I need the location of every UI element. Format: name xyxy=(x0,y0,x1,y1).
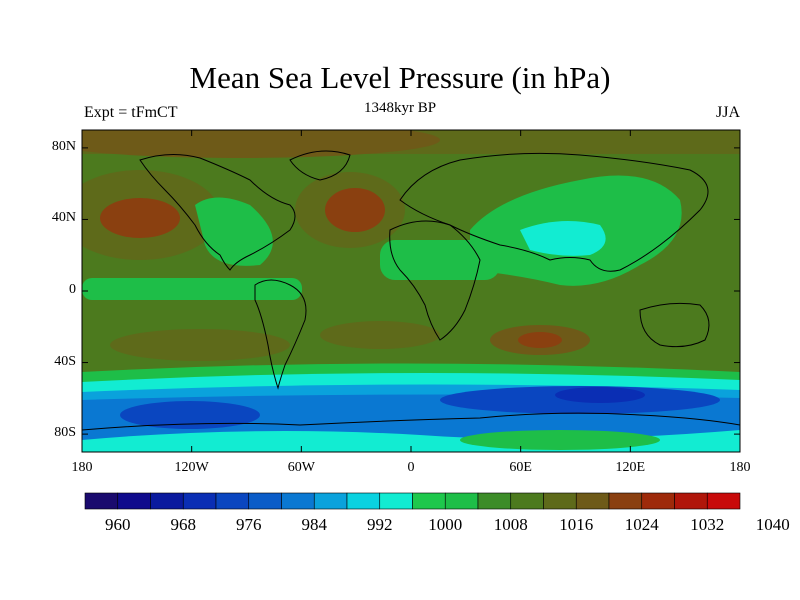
lon-tick-label: 60E xyxy=(509,460,532,475)
field-npac-high xyxy=(100,198,180,238)
lon-tick-label: 120W xyxy=(174,460,209,475)
colorbar-swatch xyxy=(84,492,119,510)
colorbar-swatch xyxy=(182,492,217,510)
colorbar-swatch xyxy=(608,492,643,510)
eurasia-coast xyxy=(399,152,709,272)
lon-tick-label: 120E xyxy=(615,460,646,475)
colorbar-label: 984 xyxy=(301,515,328,534)
lat-tick-label: 80S xyxy=(54,425,76,441)
lat-tick-label: 40S xyxy=(54,353,76,369)
colorbar-label: 1040 xyxy=(755,515,790,534)
colorbar-swatch xyxy=(379,492,413,510)
africa-coast xyxy=(389,220,481,341)
field-natl-high xyxy=(325,188,385,232)
field-so-low-pac xyxy=(120,401,260,429)
field-africa-low xyxy=(380,240,500,280)
field-sio-high xyxy=(518,332,562,348)
experiment-label: Expt = tFmCT xyxy=(84,104,178,121)
lon-tick-label: 0 xyxy=(407,460,415,475)
field-so-low-core xyxy=(555,387,645,403)
colorbar-swatch xyxy=(412,492,446,510)
field-arctic-high xyxy=(82,130,440,158)
colorbar-label: 976 xyxy=(236,515,262,534)
pressure-field xyxy=(82,130,740,452)
lon-tick-label: 60W xyxy=(287,460,315,475)
season-label: JJA xyxy=(715,104,740,121)
chart-title: Mean Sea Level Pressure (in hPa) xyxy=(189,60,611,95)
chart-subtitle: 1348kyr BP xyxy=(363,100,437,116)
field-antarctic-core xyxy=(460,430,660,450)
colorbar-label: 968 xyxy=(170,515,197,534)
lat-tick-label: 40N xyxy=(51,210,76,226)
greenland-coast xyxy=(289,150,351,181)
coastlines xyxy=(82,150,740,431)
colorbar-label: 1016 xyxy=(559,515,594,534)
colorbar-swatch xyxy=(706,492,741,510)
colorbar-label: 992 xyxy=(367,515,393,534)
colorbar-label: 1000 xyxy=(428,515,463,534)
colorbar-swatch xyxy=(477,492,512,510)
field-asia-core xyxy=(520,221,606,256)
field-satl-high xyxy=(320,321,440,349)
colorbar-label: 1008 xyxy=(493,515,528,534)
colorbar-swatch xyxy=(117,492,151,510)
colorbar-swatch xyxy=(248,492,282,510)
colorbar-swatch xyxy=(281,492,315,510)
south-america-coast xyxy=(254,279,307,390)
colorbar-swatch xyxy=(674,492,708,510)
field-spac-high xyxy=(110,329,290,361)
colorbar-label: 1032 xyxy=(690,515,725,534)
colorbar-swatch xyxy=(150,492,184,510)
colorbar-label: 1024 xyxy=(624,515,659,534)
lat-tick-label: 0 xyxy=(69,282,76,297)
antarctica-coast xyxy=(82,412,740,431)
lon-tick-label: 180 xyxy=(71,460,93,475)
colorbar xyxy=(84,492,741,510)
field-namerica-low xyxy=(195,197,273,266)
colorbar-label: 960 xyxy=(105,515,131,534)
field-itcz-east xyxy=(82,278,302,300)
lon-tick-label: 180 xyxy=(729,460,751,475)
north-america-coast xyxy=(139,154,296,271)
colorbar-swatch xyxy=(641,492,675,510)
lat-tick-label: 80N xyxy=(51,138,76,154)
colorbar-swatch xyxy=(510,492,544,510)
australia-coast xyxy=(639,302,710,348)
colorbar-swatch xyxy=(313,492,348,510)
colorbar-swatch xyxy=(444,492,479,510)
colorbar-swatch xyxy=(215,492,250,510)
colorbar-swatch xyxy=(543,492,577,510)
colorbar-swatch xyxy=(346,492,381,510)
axis-ticks xyxy=(81,130,741,452)
colorbar-swatch xyxy=(575,492,610,510)
